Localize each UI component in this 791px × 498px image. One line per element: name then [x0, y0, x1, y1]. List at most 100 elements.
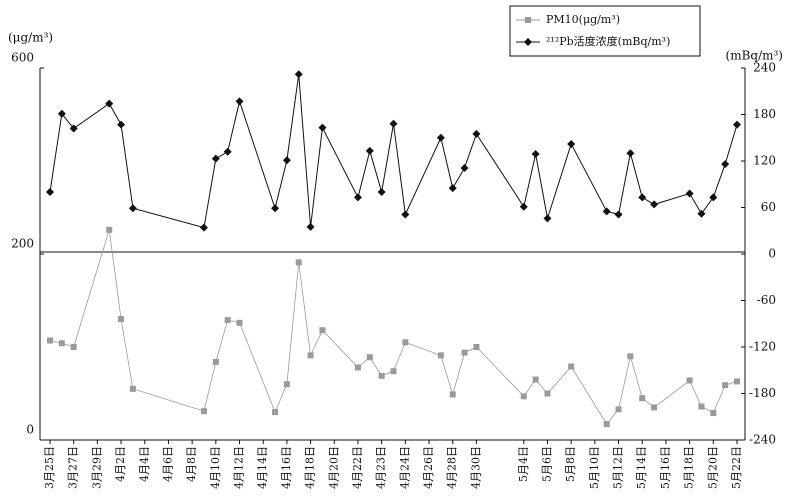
x-tick-label: 5月16日 [659, 446, 672, 489]
y2-tick-label: 120 [753, 154, 776, 168]
x-tick-label: 4月14日 [256, 446, 269, 489]
data-point [603, 421, 610, 428]
data-point [389, 119, 398, 128]
legend-marker [525, 17, 531, 23]
data-point [47, 337, 53, 344]
x-tick-label: 4月10日 [209, 446, 222, 489]
data-point [722, 382, 729, 389]
data-point [224, 317, 231, 324]
x-tick-label: 4月16日 [280, 446, 293, 489]
data-point [531, 150, 540, 159]
y-axis-label: (μg/m³) [8, 31, 53, 45]
x-tick-label: 4月23日 [375, 446, 388, 489]
x-tick-label: 4月24日 [398, 446, 411, 489]
x-tick-label: 4月8日 [185, 446, 198, 482]
y2-tick-label: -240 [749, 433, 776, 447]
x-tick-label: 5月14日 [635, 446, 648, 489]
data-point [602, 207, 611, 216]
x-tick-label: 4月30日 [469, 446, 482, 489]
data-point [105, 99, 114, 108]
data-point [319, 327, 326, 334]
data-point [366, 354, 373, 361]
data-point [401, 210, 410, 219]
data-point [235, 97, 244, 106]
data-point [272, 409, 279, 416]
data-point [70, 344, 77, 350]
data-point [377, 188, 386, 196]
data-point [69, 124, 78, 133]
series-line [49, 229, 738, 425]
legend-label: PM10(μg/m³) [546, 13, 620, 26]
data-point [567, 139, 576, 148]
x-tick-label: 4月22日 [351, 446, 364, 489]
data-point [568, 363, 575, 370]
x-tick-label: 5月4日 [517, 446, 530, 482]
x-tick-label: 4月26日 [422, 446, 435, 489]
data-point [651, 404, 658, 411]
data-point [58, 340, 65, 347]
data-point [614, 210, 623, 219]
x-tick-label: 5月18日 [683, 446, 696, 489]
data-point [544, 390, 551, 397]
data-point [685, 189, 694, 198]
data-point [472, 129, 481, 138]
data-point [721, 160, 730, 169]
data-point [519, 202, 528, 211]
data-point [734, 378, 740, 385]
data-point [436, 133, 445, 142]
data-point [353, 193, 362, 202]
data-point [437, 352, 444, 359]
y2-tick-label: 60 [761, 200, 776, 214]
data-point [639, 395, 646, 402]
x-tick-label: 4月4日 [138, 446, 151, 482]
y2-tick-label: 240 [753, 61, 776, 75]
data-point [698, 403, 705, 410]
y2-tick-label: 180 [753, 107, 776, 121]
data-point [129, 385, 136, 392]
x-tick-label: 5月22日 [730, 446, 743, 489]
data-point [46, 188, 54, 196]
data-point [448, 184, 457, 193]
x-tick-label: 3月25日 [43, 446, 56, 489]
x-tick-label: 5月12日 [612, 446, 625, 489]
data-point [271, 204, 280, 213]
data-point [118, 316, 125, 323]
data-point [390, 368, 397, 375]
data-point [282, 156, 291, 165]
data-point [283, 381, 290, 388]
x-tick-label: 4月6日 [161, 446, 174, 482]
x-tick-label: 3月27日 [67, 446, 80, 489]
y2-tick-label: -60 [757, 293, 776, 307]
data-point [307, 352, 314, 359]
data-point [449, 391, 456, 398]
x-tick-label: 3月29日 [90, 446, 103, 489]
data-point [402, 339, 409, 346]
x-tick-label: 4月20日 [327, 446, 340, 489]
data-point [57, 109, 66, 118]
data-point [733, 120, 741, 129]
legend-box [509, 5, 701, 57]
data-point [236, 319, 243, 326]
x-tick-label: 4月28日 [446, 446, 459, 489]
x-tick-label: 4月2日 [114, 446, 127, 482]
data-point [697, 209, 706, 218]
data-point [378, 372, 385, 379]
y2-tick-label: 0 [768, 247, 776, 261]
y-tick-label: 200 [11, 237, 34, 251]
data-point [473, 344, 480, 350]
data-point [543, 214, 552, 223]
legend-label: ²¹²Pb活度浓度(mBq/m³) [546, 34, 670, 48]
x-tick-label: 5月8日 [564, 446, 577, 482]
data-point [650, 200, 659, 209]
data-point [106, 226, 113, 233]
data-point [211, 154, 220, 163]
y2-axis-label: (mBq/m³) [726, 49, 783, 63]
x-tick-label: 4月12日 [233, 446, 246, 489]
x-tick-label: 4月18日 [304, 446, 317, 489]
data-point [638, 193, 647, 202]
data-point [365, 146, 374, 155]
data-point [117, 120, 126, 129]
data-point [461, 349, 468, 356]
data-point [615, 406, 622, 413]
